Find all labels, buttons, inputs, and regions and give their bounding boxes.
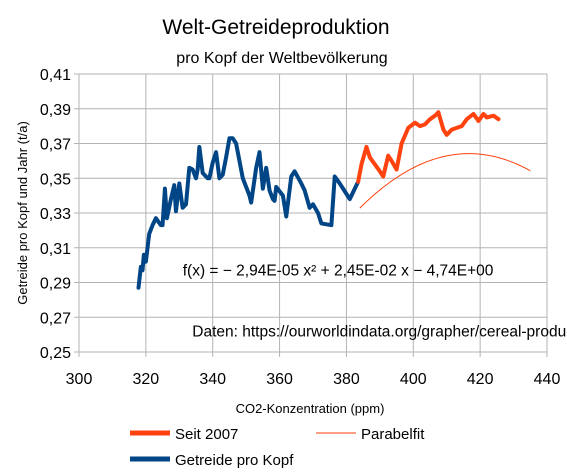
x-tick-label: 440 — [534, 371, 561, 388]
y-axis-ticks: 0,25 0,27 0,29 0,31 0,33 0,35 0,37 0,39 0,41 — [40, 67, 79, 362]
x-tick-label: 320 — [133, 371, 160, 388]
x-tick-label: 420 — [467, 371, 494, 388]
annotations: f(x) = − 2,94E-05 x² + 2,45E-02 x − 4,74… — [183, 263, 567, 341]
fit-equation: f(x) = − 2,94E-05 x² + 2,45E-02 x − 4,74… — [183, 263, 494, 280]
x-tick-label: 380 — [333, 371, 360, 388]
x-tick-label: 400 — [400, 371, 427, 388]
series-line-parabelfit — [359, 153, 531, 209]
y-axis-label: Getreide pro Kopf und Jahr (t/a) — [15, 121, 30, 305]
data-source-note: Daten: https://ourworldindata.org/graphe… — [192, 323, 567, 340]
y-tick-label: 0,35 — [40, 171, 71, 188]
x-tick-label: 340 — [199, 371, 226, 388]
y-tick-label: 0,41 — [40, 67, 71, 84]
x-tick-label: 300 — [66, 371, 93, 388]
series-line-seit-2007 — [356, 110, 501, 184]
y-tick-label: 0,25 — [40, 345, 71, 362]
legend-label-getreide-pro-kopf: Getreide pro Kopf — [175, 452, 294, 469]
legend-label-seit-2007: Seit 2007 — [175, 426, 238, 443]
chart-title: Welt-Getreideproduktion — [162, 16, 389, 39]
series-line-getreide-pro-kopf — [136, 136, 361, 290]
y-tick-label: 0,29 — [40, 276, 71, 293]
gridlines — [78, 73, 548, 353]
y-tick-label: 0,39 — [40, 102, 71, 119]
chart-subtitle: pro Kopf der Weltbevölkerung — [176, 50, 387, 67]
x-axis-label: CO2-Konzentration (ppm) — [236, 401, 385, 416]
y-tick-label: 0,37 — [40, 137, 71, 154]
plot-area — [136, 110, 531, 290]
y-tick-label: 0,33 — [40, 206, 71, 223]
x-tick-label: 360 — [266, 371, 293, 388]
x-axis-ticks: 300 320 340 360 380 400 420 440 — [66, 352, 561, 388]
legend-label-parabelfit: Parabelfit — [361, 426, 425, 443]
y-tick-label: 0,27 — [40, 310, 71, 327]
legend: Seit 2007 Parabelfit Getreide pro Kopf — [130, 426, 425, 469]
y-tick-label: 0,31 — [40, 241, 71, 258]
